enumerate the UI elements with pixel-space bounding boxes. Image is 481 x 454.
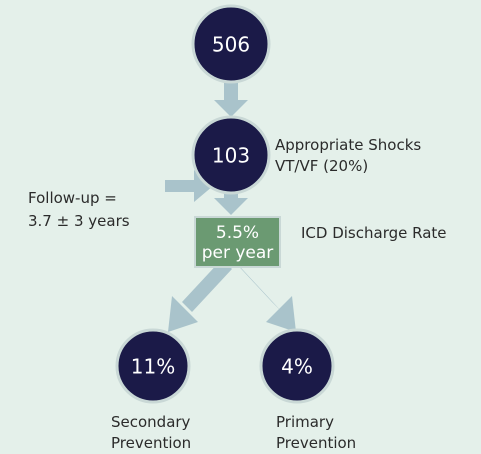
node-label: 4% (281, 355, 313, 379)
node-note: Appropriate Shocks (275, 136, 421, 154)
arrow-head (168, 296, 198, 332)
follow-up: 3.7 ± 3 years (28, 212, 130, 230)
node-label: 11% (131, 355, 175, 379)
arrow-head (266, 296, 296, 332)
arrow-shaft (165, 180, 197, 192)
node-circle (191, 115, 271, 195)
arrow-head (194, 170, 213, 202)
node-circle (259, 328, 335, 404)
arrows (165, 82, 296, 332)
arrow-shaft (182, 259, 232, 312)
node-circle (191, 4, 271, 84)
node-note: VT/VF (20%) (275, 157, 368, 175)
node-label: 506 (212, 33, 250, 57)
node-note: ICD Discharge Rate (301, 224, 447, 242)
node-note: Prevention (111, 434, 191, 452)
box-label: per year (202, 243, 274, 263)
arrow-head (214, 198, 248, 215)
node-note: Primary (276, 413, 334, 431)
rate-box (194, 216, 281, 268)
node-circle (115, 328, 191, 404)
arrow-shaft (224, 82, 238, 104)
node-label: 103 (212, 144, 250, 168)
arrow-head (214, 100, 248, 117)
node-note: Secondary (111, 413, 191, 431)
arrow-shaft (232, 259, 282, 312)
follow-up: Follow-up = (28, 189, 117, 207)
box-label: 5.5% (216, 223, 259, 243)
node-note: Prevention (276, 434, 356, 452)
